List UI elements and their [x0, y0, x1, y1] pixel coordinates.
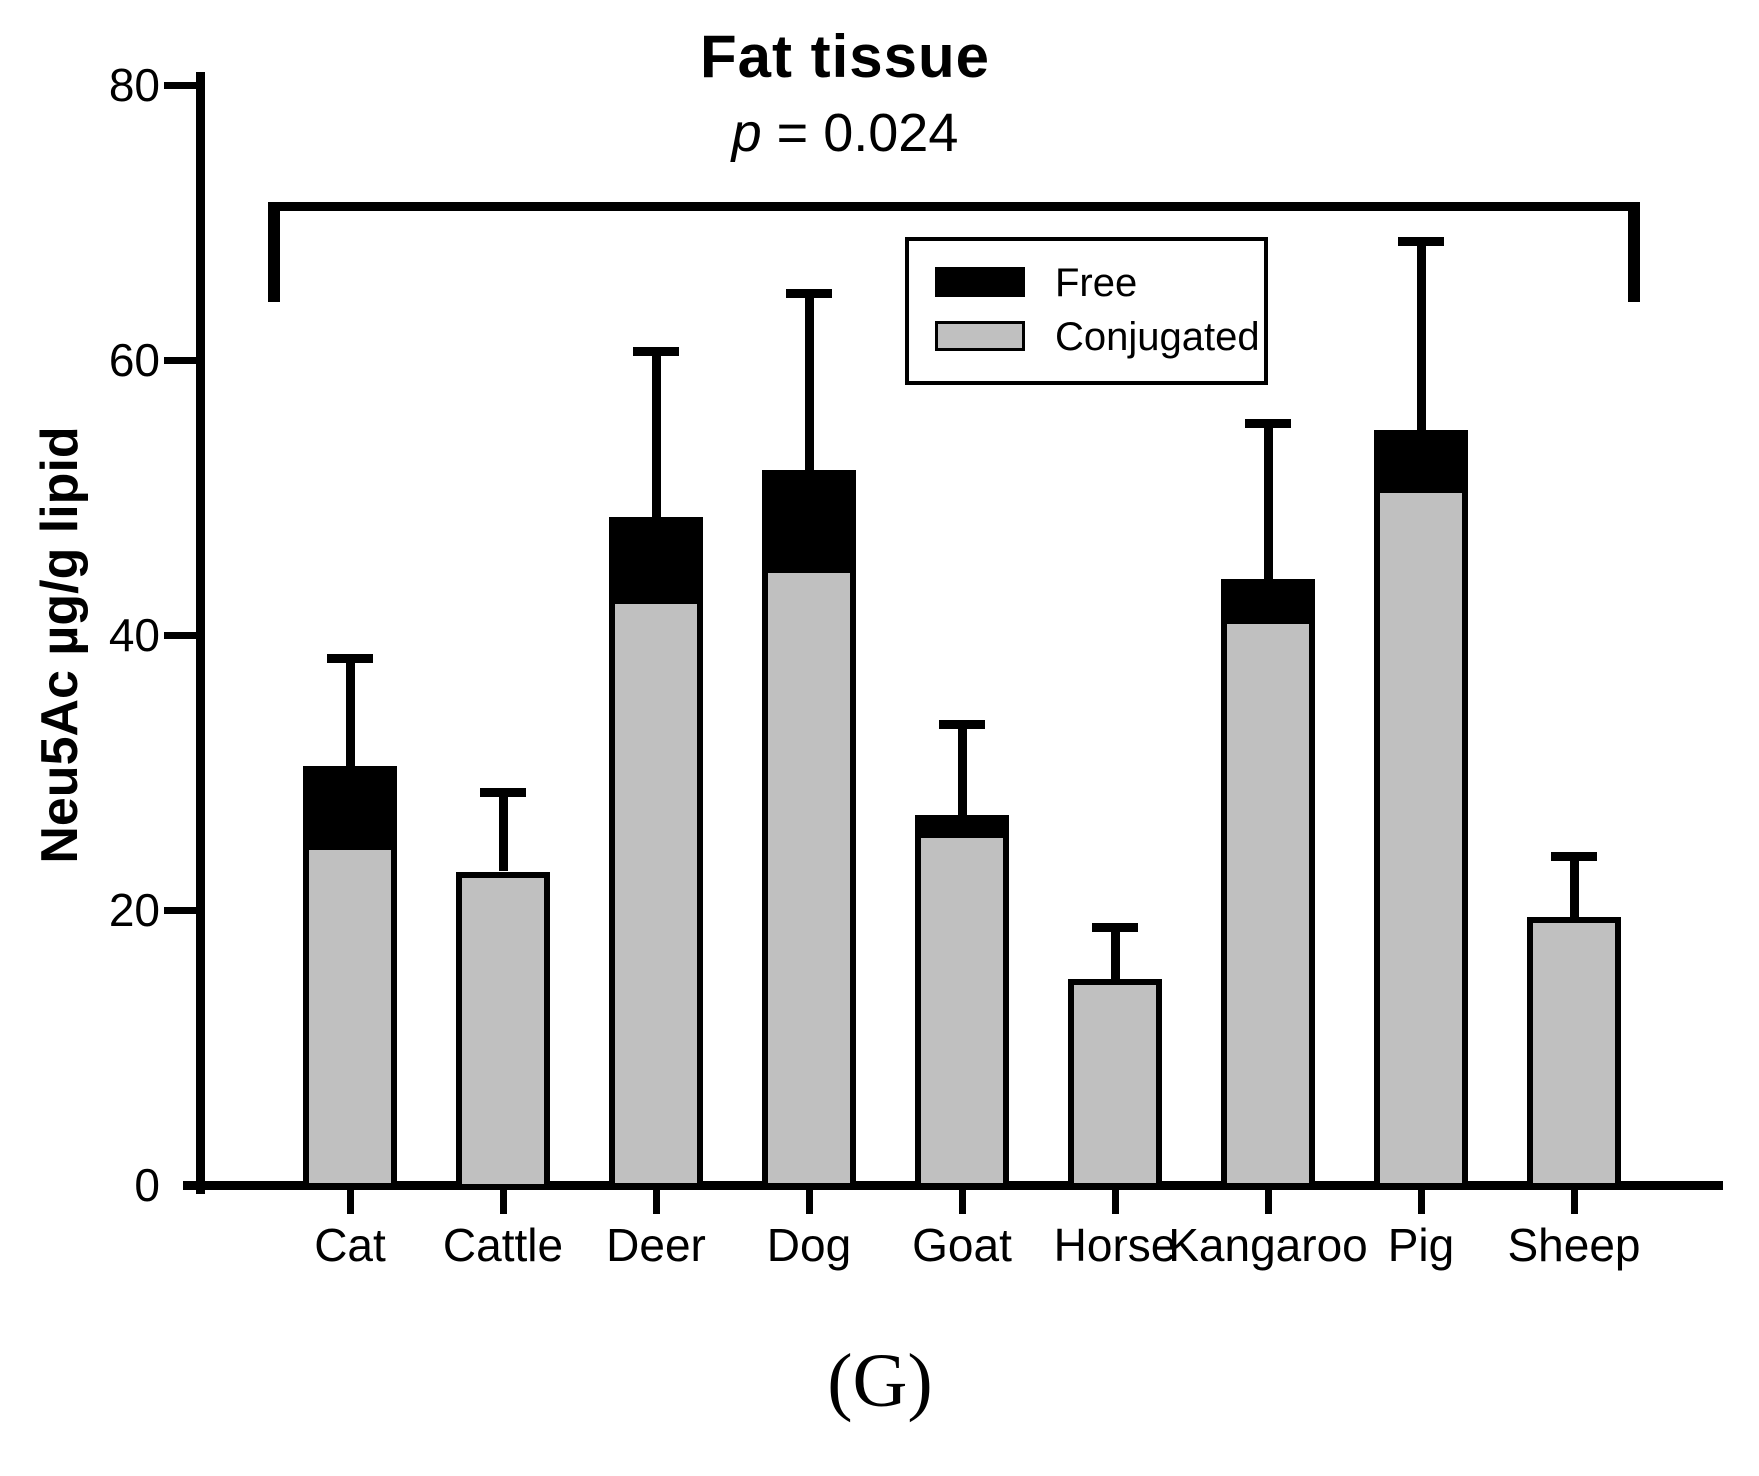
- error-bar-stem-deer: [652, 349, 661, 517]
- x-axis-tick-cattle: [500, 1190, 507, 1214]
- y-axis-line: [196, 72, 205, 1194]
- significance-bracket-left-end: [268, 202, 280, 302]
- bar-free-segment-deer: [615, 523, 697, 604]
- error-bar-cap-cattle: [480, 788, 526, 797]
- bar-sheep: [1527, 917, 1621, 1189]
- x-axis-tick-sheep: [1571, 1190, 1578, 1214]
- x-axis-tick-dog: [806, 1190, 813, 1214]
- y-axis-tick-label: 80: [108, 59, 160, 111]
- error-bar-stem-horse: [1111, 925, 1120, 979]
- error-bar-stem-kangaroo: [1264, 421, 1273, 579]
- x-axis-tick-deer: [653, 1190, 660, 1214]
- x-axis-label-kangaroo: Kangaroo: [1168, 1219, 1368, 1271]
- y-axis-tick-label: 20: [108, 884, 160, 936]
- bar-free-segment-cat: [309, 772, 391, 850]
- error-bar-stem-cat: [346, 656, 355, 766]
- y-axis-tick: [164, 357, 196, 364]
- bar-free-segment-pig: [1380, 436, 1462, 493]
- bar-goat: [915, 815, 1009, 1189]
- legend-label-conjugated: Conjugated: [1055, 315, 1260, 359]
- x-axis-tick-cat: [347, 1190, 354, 1214]
- bar-cat: [303, 766, 397, 1189]
- error-bar-stem-pig: [1417, 239, 1426, 430]
- y-axis-tick: [164, 632, 196, 639]
- error-bar-cap-horse: [1092, 923, 1138, 932]
- error-bar-cap-kangaroo: [1245, 419, 1291, 428]
- y-axis-tick-label: 0: [134, 1159, 160, 1211]
- y-axis-tick-label: 60: [108, 334, 160, 386]
- error-bar-cap-dog: [786, 289, 832, 298]
- error-bar-cap-goat: [939, 720, 985, 729]
- error-bar-cap-deer: [633, 347, 679, 356]
- x-axis-label-sheep: Sheep: [1507, 1219, 1641, 1271]
- x-axis-label-horse: Horse: [1053, 1219, 1177, 1271]
- p-value-symbol: p: [731, 103, 762, 163]
- x-axis-tick-horse: [1112, 1190, 1119, 1214]
- y-axis-tick: [164, 82, 196, 89]
- bar-dog: [762, 470, 856, 1189]
- bar-free-segment-goat: [921, 821, 1003, 838]
- significance-bracket-right-end: [1628, 202, 1640, 302]
- bar-horse: [1068, 979, 1162, 1189]
- p-value-text: = 0.024: [761, 103, 959, 163]
- y-axis-tick-label: 40: [108, 609, 160, 661]
- x-axis-label-dog: Dog: [766, 1219, 852, 1271]
- y-axis-tick: [164, 907, 196, 914]
- error-bar-cap-pig: [1398, 237, 1444, 246]
- bar-free-segment-dog: [768, 476, 850, 573]
- x-axis-label-cat: Cat: [314, 1219, 386, 1271]
- x-axis-tick-pig: [1418, 1190, 1425, 1214]
- error-bar-stem-goat: [958, 722, 967, 816]
- error-bar-stem-dog: [805, 291, 814, 470]
- significance-bracket-line: [273, 202, 1640, 211]
- x-axis-tick-goat: [959, 1190, 966, 1214]
- x-axis-label-pig: Pig: [1387, 1219, 1455, 1271]
- p-value-annotation: p = 0.024: [345, 102, 1345, 164]
- bar-pig: [1374, 430, 1468, 1189]
- error-bar-cap-sheep: [1551, 852, 1597, 861]
- error-bar-cap-cat: [327, 654, 373, 663]
- bar-deer: [609, 517, 703, 1189]
- bar-free-segment-kangaroo: [1227, 585, 1309, 624]
- legend-label-free: Free: [1055, 261, 1138, 305]
- x-axis-label-deer: Deer: [606, 1219, 706, 1271]
- figure-caption: (G): [827, 1339, 933, 1423]
- legend-swatch-free: [935, 267, 1025, 297]
- legend-swatch-conjugated: [935, 321, 1025, 351]
- bar-cattle: [456, 872, 550, 1190]
- error-bar-stem-sheep: [1570, 854, 1579, 917]
- x-axis-label-cattle: Cattle: [442, 1219, 564, 1271]
- chart-title: Fat tissue: [699, 23, 991, 90]
- error-bar-stem-cattle: [499, 790, 508, 871]
- bar-kangaroo: [1221, 579, 1315, 1189]
- x-axis-label-goat: Goat: [912, 1219, 1012, 1271]
- legend: Free Conjugated: [905, 237, 1268, 385]
- x-axis-tick-kangaroo: [1265, 1190, 1272, 1214]
